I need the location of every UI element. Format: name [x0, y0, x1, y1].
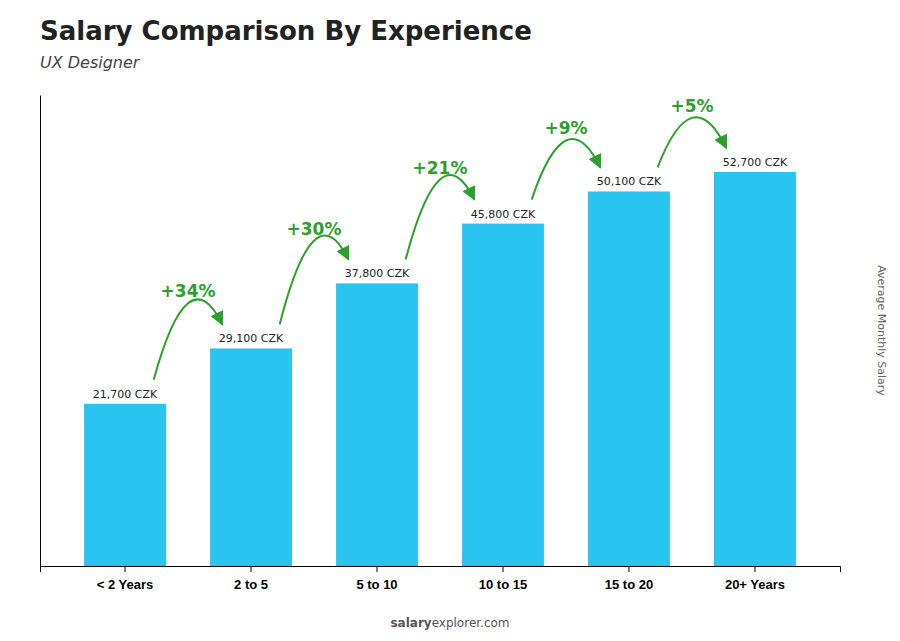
pct-label: +21%	[413, 158, 468, 178]
chart-svg: Salary Comparison By Experience UX Design…	[0, 0, 900, 641]
pct-label: +9%	[544, 118, 587, 138]
subtitle: UX Designer	[40, 53, 141, 72]
pct-arrow	[406, 175, 475, 259]
value-label: 45,800 CZK	[471, 208, 536, 221]
x-tick-mark	[628, 566, 629, 572]
x-tick-mark	[125, 566, 126, 572]
value-label: 50,100 CZK	[597, 175, 662, 188]
x-axis-line	[41, 567, 841, 573]
plot-area	[84, 172, 796, 566]
value-label: 21,700 CZK	[93, 388, 158, 401]
value-label: 37,800 CZK	[345, 267, 410, 280]
x-tick: < 2 Years	[97, 566, 154, 592]
x-tick-label: 15 to 20	[605, 577, 653, 592]
x-tick-mark	[502, 566, 503, 572]
pct-arrow	[658, 117, 727, 167]
x-tick-label: 2 to 5	[234, 577, 268, 592]
y-axis-line	[40, 96, 41, 567]
bar	[588, 191, 670, 566]
bar	[84, 404, 166, 566]
value-labels: 21,700 CZK 29,100 CZK 37,800 CZK 45,800 CZK…	[93, 156, 788, 401]
x-tick-mark	[377, 566, 378, 572]
bar	[462, 224, 544, 566]
pct-label: +30%	[287, 219, 342, 239]
x-tick-label: 10 to 15	[479, 577, 527, 592]
pct-label: +34%	[161, 281, 216, 301]
x-tick: 15 to 20	[605, 566, 653, 592]
pct-annotations: +34% +30% +21% +9% +5%	[154, 96, 727, 380]
watermark-part: explorer.com	[432, 616, 510, 630]
x-axis: < 2 Years 2 to 5 5 to 10 10 to 15 15 to 20 20…	[41, 566, 841, 592]
bar	[336, 283, 418, 566]
x-tick-label: < 2 Years	[97, 577, 154, 592]
y-axis-title: Average Monthly Salary	[875, 265, 888, 396]
pct-arrow	[280, 236, 349, 325]
x-tick-mark	[754, 566, 755, 572]
x-tick-label: 5 to 10	[356, 577, 397, 592]
title: Salary Comparison By Experience	[40, 16, 532, 46]
pct-arrow	[532, 139, 601, 200]
y-axis	[40, 96, 41, 567]
watermark: salaryexplorer.com	[390, 616, 509, 630]
x-tick: 10 to 15	[479, 566, 527, 592]
bar	[210, 348, 292, 566]
watermark-part: salary	[390, 616, 431, 630]
x-tick: 2 to 5	[234, 566, 268, 592]
x-tick-mark	[251, 566, 252, 572]
chart-container: Salary Comparison By Experience UX Design…	[0, 0, 900, 641]
x-tick: 20+ Years	[725, 566, 785, 592]
bar	[714, 172, 796, 566]
value-label: 29,100 CZK	[219, 332, 284, 345]
pct-label: +5%	[670, 96, 713, 116]
x-tick: 5 to 10	[356, 566, 397, 592]
x-tick-label: 20+ Years	[725, 577, 785, 592]
pct-arrow	[154, 299, 223, 379]
value-label: 52,700 CZK	[723, 156, 788, 169]
